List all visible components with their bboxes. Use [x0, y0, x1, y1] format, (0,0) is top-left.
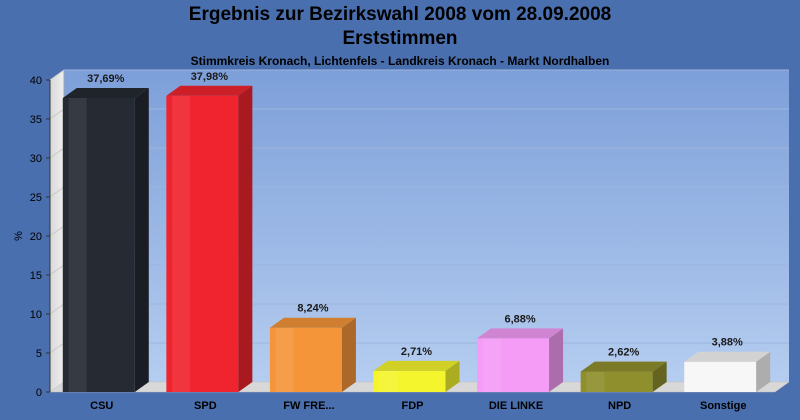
- bar-value-label: 6,88%: [504, 313, 535, 325]
- bar-front: [580, 371, 653, 392]
- bar-value-label: 8,24%: [297, 303, 328, 315]
- bar-front: [477, 338, 550, 392]
- bar-spd: 37,98%: [166, 71, 253, 393]
- bar-top: [166, 85, 253, 96]
- plot-background: [49, 70, 790, 393]
- chart-subtitle: Stimmkreis Kronach, Lichtenfels - Landkr…: [190, 54, 610, 68]
- chart-title-line2: Erststimmen: [342, 28, 458, 49]
- x-tick-label: FW FRE...: [283, 400, 334, 412]
- bar-front: [269, 327, 342, 392]
- grid-line-side: [49, 147, 65, 159]
- y-tick-label: 20: [30, 231, 42, 243]
- x-tick-label: Sonstige: [700, 400, 746, 412]
- bar-highlight: [172, 95, 191, 393]
- y-axis: 0 5 10 15 20 25 30 35 40%: [13, 75, 51, 399]
- bar-highlight: [379, 370, 398, 392]
- chart-title: Ergebnis zur Bezirkswahl 2008 vom 28.09.…: [188, 4, 612, 25]
- bar-csu: 37,69%: [62, 73, 149, 392]
- y-tick-label: 25: [30, 192, 42, 204]
- x-tick-label: CSU: [90, 400, 113, 412]
- bar-fw-fre-: 8,24%: [269, 303, 356, 392]
- bar-front: [373, 370, 446, 392]
- bar-side: [134, 88, 149, 392]
- bar-front: [166, 95, 239, 393]
- bar-highlight: [482, 338, 501, 392]
- y-tick-label: 15: [30, 270, 42, 282]
- bar-die-linke: 6,88%: [477, 313, 564, 392]
- bar-side: [238, 85, 253, 393]
- x-tick-label: FDP: [402, 400, 424, 412]
- y-tick-label: 40: [30, 75, 42, 87]
- bar-front: [684, 361, 757, 392]
- x-tick-label: SPD: [194, 400, 217, 412]
- y-tick-label: 10: [30, 309, 42, 321]
- bars: 37,69% 37,98% 8,24% 2,71% 6,88% 2,62% 3,88%: [62, 71, 771, 393]
- bar-value-label: 37,69%: [87, 73, 125, 85]
- bar-top: [684, 351, 771, 362]
- bar-value-label: 3,88%: [712, 337, 743, 349]
- bar-top: [580, 361, 667, 372]
- grid-line-side: [49, 186, 65, 198]
- grid-line-side: [49, 342, 65, 354]
- y-tick-label: 35: [30, 114, 42, 126]
- bar-npd: 2,62%: [580, 347, 667, 392]
- bar-sonstige: 3,88%: [684, 337, 771, 392]
- bar-side: [445, 360, 460, 392]
- bar-highlight: [275, 327, 294, 392]
- bar-side: [652, 361, 667, 392]
- bar-side: [341, 317, 356, 392]
- bar-value-label: 2,62%: [608, 347, 639, 359]
- y-axis-label: %: [13, 231, 25, 241]
- bar-value-label: 37,98%: [191, 71, 229, 83]
- x-tick-label: DIE LINKE: [489, 400, 543, 412]
- bar-highlight: [689, 361, 708, 392]
- y-tick-label: 5: [36, 348, 42, 360]
- x-axis: CSU SPD FW FRE... FDP DIE LINKE NPD Sonstige: [90, 400, 746, 412]
- bar-top: [269, 317, 356, 328]
- x-tick-label: NPD: [608, 400, 631, 412]
- bar-fdp: 2,71%: [373, 346, 460, 392]
- grid-line-side: [49, 264, 65, 276]
- y-tick-label: 0: [36, 387, 42, 399]
- grid-line-side: [49, 69, 65, 81]
- y-tick-label: 30: [30, 153, 42, 165]
- grid-line-side: [49, 108, 65, 120]
- bar-side: [756, 351, 771, 392]
- bar-highlight: [586, 371, 605, 392]
- bar-top: [477, 328, 564, 339]
- grid-line-side: [49, 303, 65, 315]
- bar-side: [549, 328, 564, 392]
- bar-top: [373, 360, 460, 371]
- bar-value-label: 2,71%: [401, 346, 432, 358]
- bar-top: [62, 88, 149, 99]
- bar-front: [62, 98, 135, 392]
- bar-highlight: [68, 98, 87, 392]
- grid-line-side: [49, 225, 65, 237]
